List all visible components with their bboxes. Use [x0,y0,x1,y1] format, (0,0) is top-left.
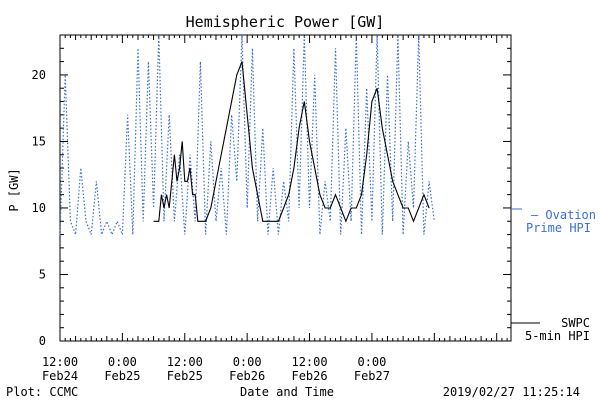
x-tick-time-label: 12:00 [291,355,327,369]
y-tick-label: 5 [39,267,46,281]
plot-timestamp: 2019/02/27 11:25:14 [443,385,580,399]
legend-ovation-label: — Ovation [531,208,596,222]
x-tick-time-label: 0:00 [108,355,137,369]
plot-credit: Plot: CCMC [6,385,78,399]
y-tick-label: 15 [32,134,46,148]
x-tick-date-label: Feb25 [104,369,140,383]
legend-swpc-label: SWPC [561,316,590,330]
y-axis-label: P [GW] [7,168,21,211]
plot-axes: 0510152012:00Feb240:00Feb2512:00Feb250:0… [32,34,512,383]
x-tick-date-label: Feb25 [167,369,203,383]
ovation-prime-hpi-line [59,34,435,237]
x-axis-label: Date and Time [240,385,334,399]
data-series [59,34,435,237]
x-tick-date-label: Feb26 [229,369,265,383]
y-tick-label: 20 [32,68,46,82]
x-tick-time-label: 12:00 [42,355,78,369]
swpc-hpi-line [153,61,430,223]
x-tick-time-label: 0:00 [233,355,262,369]
legend-ovation-label-2: Prime HPI [526,221,591,235]
y-tick-label: 0 [39,334,46,348]
plot-frame [59,34,512,342]
x-tick-time-label: 0:00 [357,355,386,369]
x-tick-time-label: 12:00 [167,355,203,369]
x-tick-date-label: Feb27 [354,369,390,383]
y-tick-label: 10 [32,201,46,215]
x-tick-date-label: Feb26 [291,369,327,383]
chart-title: Hemispheric Power [GW] [186,13,385,31]
x-tick-date-label: Feb24 [42,369,78,383]
legend-swpc-label-2: 5-min HPI [525,329,590,343]
